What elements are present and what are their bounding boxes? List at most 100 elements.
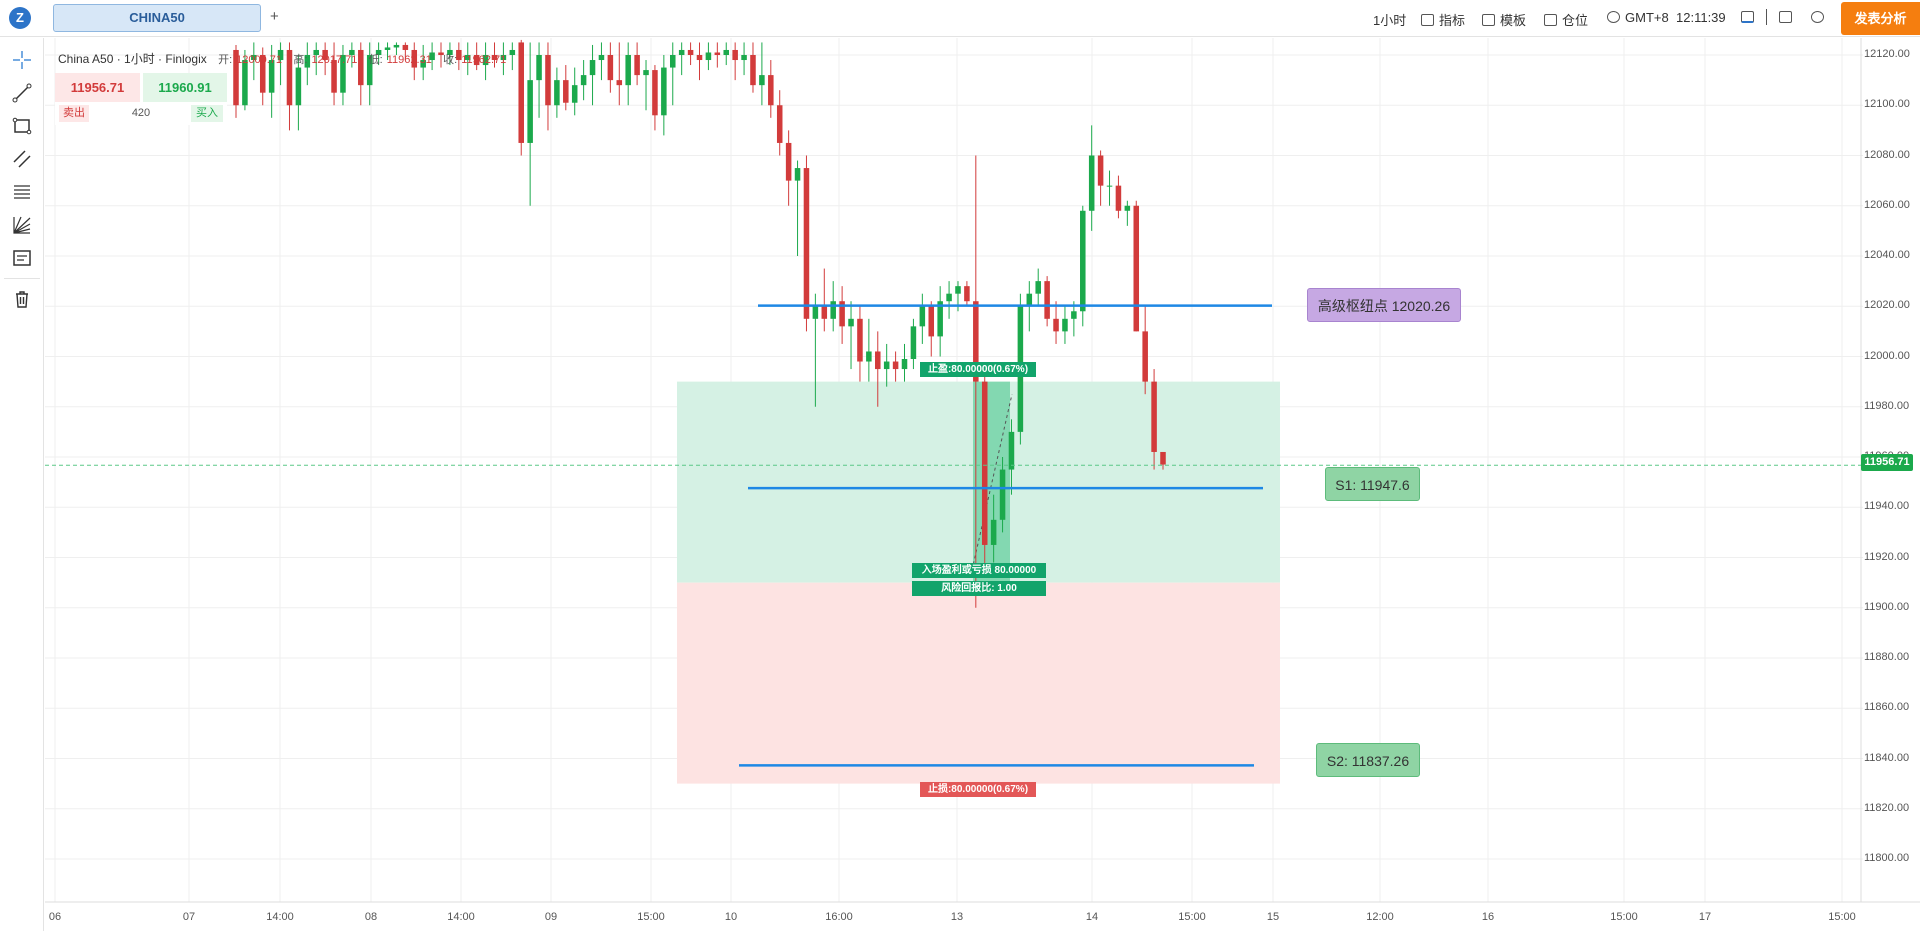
templates-label: 模板 (1500, 13, 1527, 28)
candle-body (1008, 431, 1015, 470)
layout-button[interactable] (1779, 10, 1797, 25)
trend-line-icon[interactable] (11, 82, 33, 104)
candle-body (429, 52, 435, 61)
globe-icon (1607, 11, 1620, 23)
candle-body (1142, 331, 1148, 382)
candle-body (928, 306, 935, 337)
candle-body (625, 55, 631, 86)
legend-open-label: 开: (218, 54, 233, 66)
add-tab-button[interactable]: + (270, 8, 279, 25)
candle-body (295, 67, 302, 106)
candle-body (1133, 205, 1140, 332)
candle-body (812, 306, 819, 319)
symbol-tab[interactable]: CHINA50 (53, 4, 261, 32)
candle-body (803, 168, 810, 319)
candle-body (848, 318, 854, 327)
fib-lines-icon[interactable] (11, 181, 33, 203)
candle-body (500, 55, 507, 61)
sell-button[interactable]: 卖出 (59, 105, 89, 122)
gear-icon (1811, 11, 1824, 23)
candle-body (839, 301, 845, 327)
candle-body (242, 60, 248, 106)
candle-body (259, 55, 266, 93)
time-axis-tick: 06 (48, 911, 62, 923)
candle-body (794, 168, 801, 181)
candle-body (687, 49, 694, 55)
s2-level-label[interactable]: S2: 11837.26 (1316, 743, 1420, 777)
candle-body (286, 49, 293, 106)
price-axis-tick: 11900.00 (1864, 600, 1910, 613)
candle-body (981, 381, 988, 545)
buy-price-button[interactable]: 11960.91 (143, 73, 227, 102)
price-chart[interactable] (45, 38, 1920, 931)
candle-body (438, 52, 444, 55)
pivot-level-label[interactable]: 高级枢纽点 12020.26 (1307, 288, 1461, 322)
timezone-button[interactable]: GMT+8 (1607, 10, 1669, 25)
candle-body (464, 55, 471, 61)
candle-body (589, 60, 596, 76)
candle-body (536, 55, 542, 81)
price-axis-tick: 11920.00 (1864, 550, 1910, 563)
toolbar-divider (1766, 9, 1767, 25)
price-axis-tick: 11820.00 (1864, 801, 1910, 814)
quantity-input[interactable]: 420 (131, 107, 151, 119)
candle-body (990, 519, 997, 545)
candle-body (1053, 318, 1059, 332)
text-note-icon[interactable] (11, 247, 33, 269)
legend-high: 12017.71 (311, 54, 358, 66)
candle-body (768, 75, 774, 106)
indicators-icon (1421, 14, 1434, 26)
trash-icon[interactable] (11, 288, 33, 310)
candle-body (901, 359, 908, 370)
parallel-channel-icon[interactable] (11, 148, 33, 170)
candle-body (821, 306, 828, 319)
drawing-toolbar (0, 38, 44, 931)
buy-button[interactable]: 买入 (191, 105, 223, 122)
time-axis-tick: 09 (544, 911, 558, 923)
layout-grid-icon (1779, 11, 1792, 23)
settings-button[interactable] (1811, 10, 1829, 25)
s1-level-label[interactable]: S1: 11947.6 (1325, 467, 1420, 501)
loss-zone (677, 582, 1280, 784)
time-axis-tick: 13 (950, 911, 964, 923)
crosshair-icon[interactable] (11, 49, 33, 71)
templates-icon (1482, 14, 1495, 26)
app-logo-icon[interactable]: Z (9, 7, 31, 29)
candle-body (358, 49, 364, 86)
price-axis-tick: 12100.00 (1864, 98, 1910, 111)
price-axis-tick: 11980.00 (1864, 399, 1910, 412)
candle-body (322, 49, 328, 61)
templates-button[interactable]: 模板 (1482, 10, 1526, 29)
time-axis-tick: 14:00 (447, 911, 475, 923)
legend-low-label: 低: (368, 54, 383, 66)
rectangle-icon[interactable] (11, 115, 33, 137)
price-axis-tick: 12020.00 (1864, 299, 1910, 312)
indicators-button[interactable]: 指标 (1421, 10, 1465, 29)
candle-body (964, 286, 970, 302)
candle-body (473, 55, 480, 66)
candle-body (1097, 155, 1104, 186)
publish-analysis-button[interactable]: 发表分析 (1841, 2, 1920, 35)
candle-body (1106, 185, 1113, 187)
gann-fan-icon[interactable] (11, 214, 33, 236)
candle-body (304, 55, 311, 68)
chart-canvas[interactable] (45, 38, 1920, 931)
time-axis-tick: 12:00 (1366, 911, 1394, 923)
candle-body (411, 49, 418, 68)
candle-body (830, 301, 836, 319)
trade-path-line (971, 394, 1013, 571)
candle-body (313, 49, 319, 55)
candle-body (937, 301, 943, 337)
price-axis-tick: 12040.00 (1864, 249, 1910, 261)
price-axis-tick: 12080.00 (1864, 148, 1910, 161)
timeframe-button[interactable]: 1小时 (1373, 13, 1407, 28)
screenshot-button[interactable] (1741, 10, 1759, 25)
candle-body (946, 293, 952, 302)
candle-body (759, 75, 765, 86)
candle-body (331, 60, 337, 93)
price-axis-tick: 11840.00 (1864, 751, 1910, 764)
sell-price-button[interactable]: 11956.71 (55, 73, 140, 102)
indicators-label: 指标 (1439, 13, 1466, 28)
positions-button[interactable]: 仓位 (1544, 10, 1588, 29)
